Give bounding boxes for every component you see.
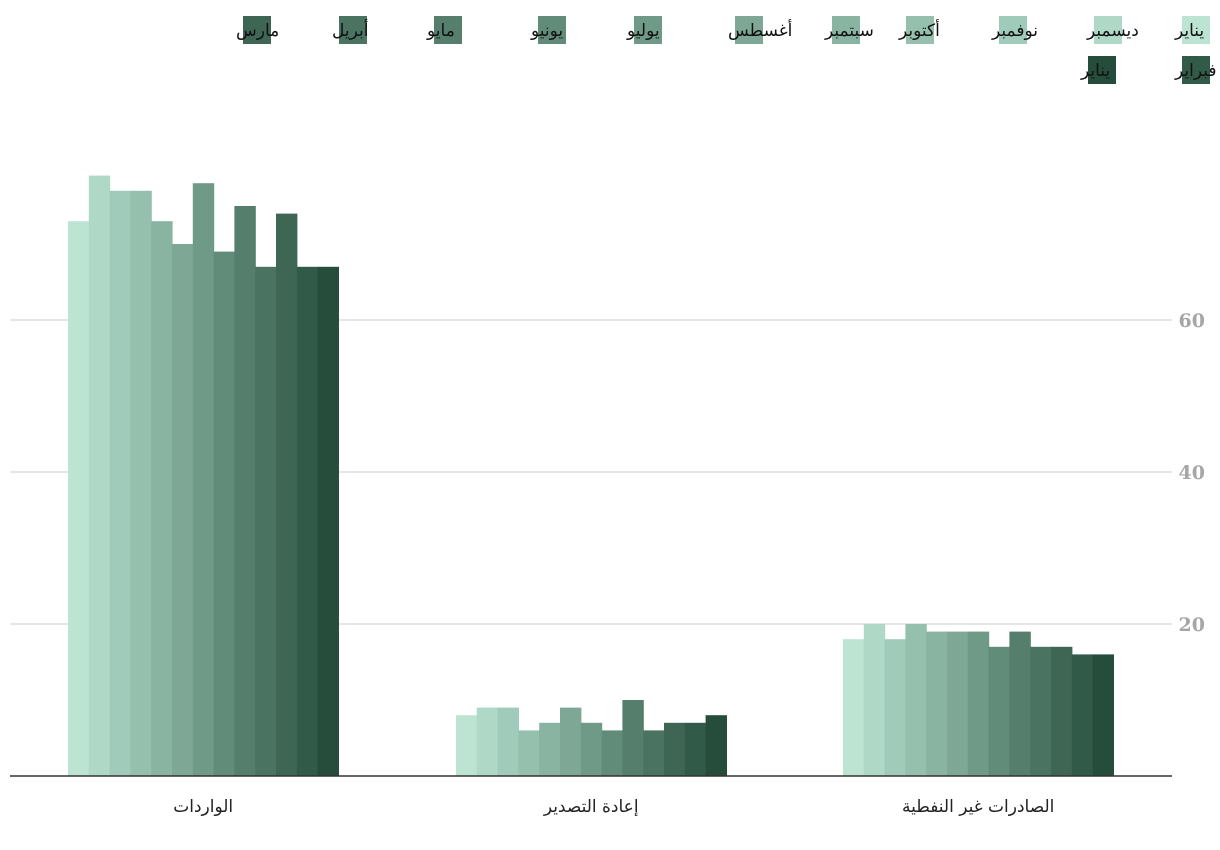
- legend-item[interactable]: ديسمبر: [1086, 16, 1139, 44]
- chart-bars: [68, 175, 1114, 777]
- bar: [213, 251, 235, 777]
- legend-swatch: [1182, 56, 1210, 84]
- legend-swatch: [1182, 16, 1210, 44]
- bar: [843, 639, 865, 776]
- bar: [601, 730, 623, 776]
- legend-label: فبراير: [1174, 61, 1216, 81]
- legend-label: يونيو: [530, 21, 563, 41]
- legend-swatch: [999, 16, 1027, 44]
- x-category-label: إعادة التصدير: [543, 797, 639, 817]
- bar: [518, 730, 540, 776]
- bar: [926, 631, 948, 776]
- legend-label: أكتوبر: [898, 19, 940, 41]
- bar: [539, 722, 561, 776]
- legend-label: يناير: [1080, 61, 1110, 81]
- bar: [88, 175, 111, 777]
- bar: [705, 715, 727, 776]
- legend-swatch: [832, 16, 860, 44]
- legend-label: سبتمبر: [824, 21, 874, 41]
- bar: [884, 639, 906, 776]
- bar: [130, 190, 152, 777]
- bar: [1051, 646, 1073, 776]
- bar: [1071, 654, 1094, 776]
- bar: [643, 730, 665, 776]
- bar: [255, 266, 277, 776]
- bar: [497, 707, 519, 776]
- bar: [276, 213, 298, 777]
- legend-label: مايو: [426, 21, 455, 41]
- legend-label: نوفمبر: [991, 21, 1038, 41]
- legend-item[interactable]: يوليو: [626, 16, 662, 44]
- legend-label: أغسطس: [728, 19, 792, 41]
- legend-item[interactable]: أبريل: [332, 16, 368, 44]
- y-tick-label: 40: [1179, 462, 1205, 484]
- bar: [476, 707, 499, 776]
- legend-swatch: [243, 16, 271, 44]
- bar: [684, 722, 707, 776]
- bar: [580, 722, 603, 776]
- bar: [109, 190, 131, 777]
- legend-swatch: [339, 16, 367, 44]
- bar: [296, 266, 319, 776]
- legend-swatch: [1088, 56, 1116, 84]
- bar: [456, 715, 478, 776]
- legend-item[interactable]: نوفمبر: [991, 16, 1038, 44]
- bar: [234, 206, 256, 776]
- legend-label: يناير: [1174, 21, 1204, 41]
- legend-swatch: [634, 16, 662, 44]
- bar: [172, 244, 194, 776]
- legend-item[interactable]: مايو: [426, 16, 462, 44]
- bar: [863, 624, 886, 776]
- bar: [664, 722, 686, 776]
- y-tick-label: 60: [1179, 310, 1205, 332]
- legend-swatch: [906, 16, 934, 44]
- bar: [560, 707, 582, 776]
- legend-swatch: [1094, 16, 1122, 44]
- bar: [947, 631, 969, 776]
- legend-label: ديسمبر: [1086, 21, 1139, 41]
- bar: [905, 624, 927, 776]
- bar: [151, 221, 173, 776]
- bar: [622, 700, 644, 776]
- bar: [317, 266, 339, 776]
- x-category-label: الواردات: [173, 797, 233, 817]
- legend-swatch: [538, 16, 566, 44]
- bar: [1009, 631, 1031, 776]
- bar: [192, 183, 215, 776]
- legend-swatch: [735, 16, 763, 44]
- legend-item[interactable]: يونيو: [530, 16, 566, 44]
- y-tick-label: 20: [1179, 614, 1205, 636]
- legend-item[interactable]: فبراير: [1174, 56, 1216, 84]
- legend-item[interactable]: سبتمبر: [824, 16, 874, 44]
- legend-swatch: [434, 16, 462, 44]
- legend-item[interactable]: يناير: [1080, 56, 1116, 84]
- legend-label: أبريل: [332, 19, 368, 41]
- bar: [967, 631, 990, 776]
- legend-label: مارس: [236, 21, 279, 41]
- bar: [68, 221, 90, 776]
- legend-item[interactable]: أغسطس: [728, 16, 792, 44]
- legend-item[interactable]: يناير: [1174, 16, 1210, 44]
- legend-label: يوليو: [626, 21, 660, 41]
- legend-item[interactable]: مارس: [236, 16, 279, 44]
- chart-legend: يناير ديسمبر نوفمبر أكتوبر سبتمبر أغسطس يوليو ي…: [236, 16, 1216, 84]
- bar: [1030, 646, 1052, 776]
- bar: [1092, 654, 1114, 776]
- legend-item[interactable]: أكتوبر: [898, 16, 940, 44]
- chart-axis: الواردات إعادة التصدير الصادرات غير النفطي…: [10, 775, 1172, 817]
- bar: [988, 646, 1010, 776]
- x-category-label: الصادرات غير النفطية: [902, 797, 1054, 817]
